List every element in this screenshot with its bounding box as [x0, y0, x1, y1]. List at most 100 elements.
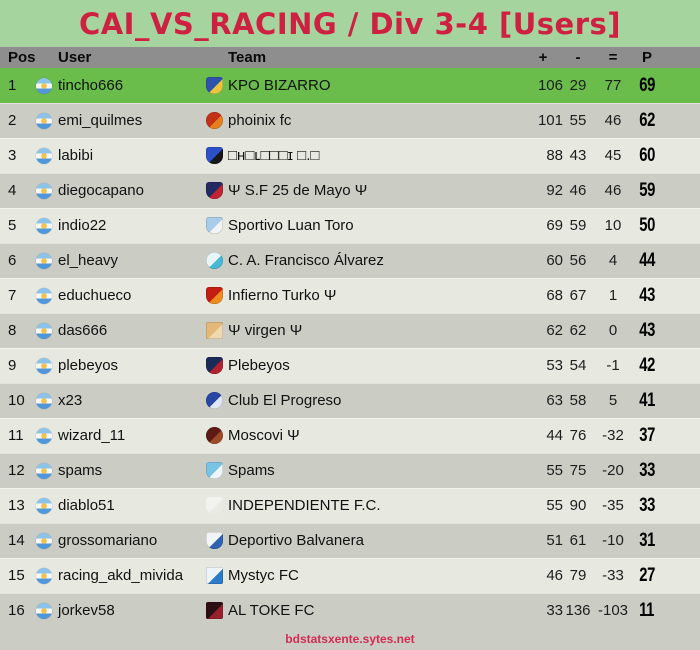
username: tincho666 [58, 77, 124, 94]
position-value: 16 [8, 602, 25, 619]
goals-against: 43 [569, 147, 587, 164]
points-value: 69 [639, 74, 655, 96]
goals-against: 136 [565, 602, 591, 619]
goals-for: 46 [546, 567, 563, 584]
team-name: Mystyc FC [228, 567, 299, 584]
goal-diff: -33 [602, 567, 624, 584]
points-value: 37 [639, 424, 655, 446]
table-row: 14 grossomariano Deportivo Balvanera 51 … [0, 523, 700, 558]
points-value: 43 [639, 284, 655, 306]
goals-for: 55 [546, 497, 563, 514]
goal-diff: -10 [602, 532, 624, 549]
team-name: Sportivo Luan Toro [228, 217, 354, 234]
goals-against: 29 [569, 77, 587, 94]
argentina-flag-icon [36, 428, 52, 445]
team-name: Deportivo Balvanera [228, 532, 364, 549]
table-row: 8 das666 Ψ virgen Ψ 62 62 0 43 [0, 313, 700, 348]
position-value: 15 [8, 567, 25, 584]
username: jorkev58 [58, 602, 115, 619]
points-value: 33 [639, 459, 655, 481]
goal-diff: 0 [608, 322, 618, 339]
team-name: INDEPENDIENTE F.C. [228, 497, 381, 514]
username: wizard_11 [58, 427, 126, 444]
team-name: Club El Progreso [228, 392, 342, 409]
table-row: 4 diegocapano Ψ S.F 25 de Mayo Ψ 92 46 4… [0, 173, 700, 208]
position-value: 11 [8, 427, 24, 444]
plus-column-header: + [538, 49, 548, 66]
moscovi-crest-icon [206, 427, 223, 445]
goals-for: 69 [546, 217, 563, 234]
club-el-progreso-crest-icon [206, 392, 223, 410]
argentina-flag-icon [36, 358, 52, 375]
page-footer: bdstatsxente.sytes.net [0, 628, 700, 650]
argentina-flag-icon [36, 78, 52, 95]
sf-25-de-mayo-crest-icon [206, 182, 223, 200]
table-row: 15 racing_akd_mivida Mystyc FC 46 79 -33… [0, 558, 700, 593]
pos-column-header: Pos [8, 49, 36, 66]
table-row: 9 plebeyos Plebeyos 53 54 -1 42 [0, 348, 700, 383]
goals-for: 62 [546, 322, 563, 339]
username: el_heavy [58, 252, 119, 269]
position-value: 14 [8, 532, 25, 549]
position-value: 6 [8, 252, 17, 269]
goal-diff: 77 [604, 77, 622, 94]
table-row: 11 wizard_11 Moscovi Ψ 44 76 -32 37 [0, 418, 700, 453]
team-name: Spams [228, 462, 275, 479]
position-value: 13 [8, 497, 25, 514]
team-name: Plebeyos [228, 357, 290, 374]
goals-against: 90 [569, 497, 587, 514]
points-value: 42 [639, 354, 655, 376]
goals-against: 58 [569, 392, 587, 409]
standings-rows: 1 tincho666 KPO BIZARRO 106 29 77 69 2 e… [0, 68, 700, 628]
team-name: phoinix fc [228, 112, 292, 129]
username: grossomariano [58, 532, 158, 549]
goals-for: 106 [537, 77, 563, 94]
table-row: 13 diablo51 INDEPENDIENTE F.C. 55 90 -35… [0, 488, 700, 523]
goal-diff: 46 [604, 182, 622, 199]
sportivo-luan-toro-crest-icon [206, 217, 223, 235]
table-row: 12 spams Spams 55 75 -20 33 [0, 453, 700, 488]
position-value: 2 [8, 112, 17, 129]
position-value: 7 [8, 287, 17, 304]
argentina-flag-icon [36, 113, 52, 130]
independiente-fc-crest-icon [206, 497, 223, 515]
argentina-flag-icon [36, 148, 52, 165]
table-row: 1 tincho666 KPO BIZARRO 106 29 77 69 [0, 68, 700, 103]
username: x23 [58, 392, 83, 409]
minus-column-header: - [575, 49, 581, 66]
plebeyos-crest-icon [206, 357, 223, 375]
goals-against: 56 [569, 252, 587, 269]
argentina-flag-icon [36, 568, 52, 585]
points-column-header: P [641, 49, 652, 66]
goal-diff: -1 [606, 357, 620, 374]
argentina-flag-icon [36, 253, 52, 270]
goals-for: 88 [546, 147, 563, 164]
goal-diff: 10 [604, 217, 622, 234]
deportivo-balvanera-crest-icon [206, 532, 223, 550]
position-value: 10 [8, 392, 25, 409]
team-name: Moscovi Ψ [228, 427, 300, 444]
team-column-header: Team [228, 49, 267, 66]
points-value: 44 [639, 249, 655, 271]
username: plebeyos [58, 357, 119, 374]
username: diablo51 [58, 497, 115, 514]
goals-for: 55 [546, 462, 563, 479]
goals-for: 63 [546, 392, 563, 409]
username: emi_quilmes [58, 112, 143, 129]
points-value: 31 [639, 529, 655, 551]
team-name: KPO BIZARRO [228, 77, 331, 94]
argentina-flag-icon [36, 288, 52, 305]
goals-against: 79 [569, 567, 587, 584]
labibi-team-crest-icon [206, 147, 223, 165]
user-column-header: User [58, 49, 92, 66]
points-value: 50 [639, 214, 655, 236]
team-name: □ʜ□ʟ□□□ɪ □.□ [228, 147, 320, 164]
argentina-flag-icon [36, 393, 52, 410]
goals-against: 61 [569, 532, 587, 549]
goals-against: 46 [569, 182, 587, 199]
team-name: Infierno Turko Ψ [228, 287, 337, 304]
argentina-flag-icon [36, 603, 52, 620]
points-value: 59 [639, 179, 655, 201]
points-value: 11 [639, 599, 655, 621]
site-link[interactable]: bdstatsxente.sytes.net [285, 632, 415, 646]
